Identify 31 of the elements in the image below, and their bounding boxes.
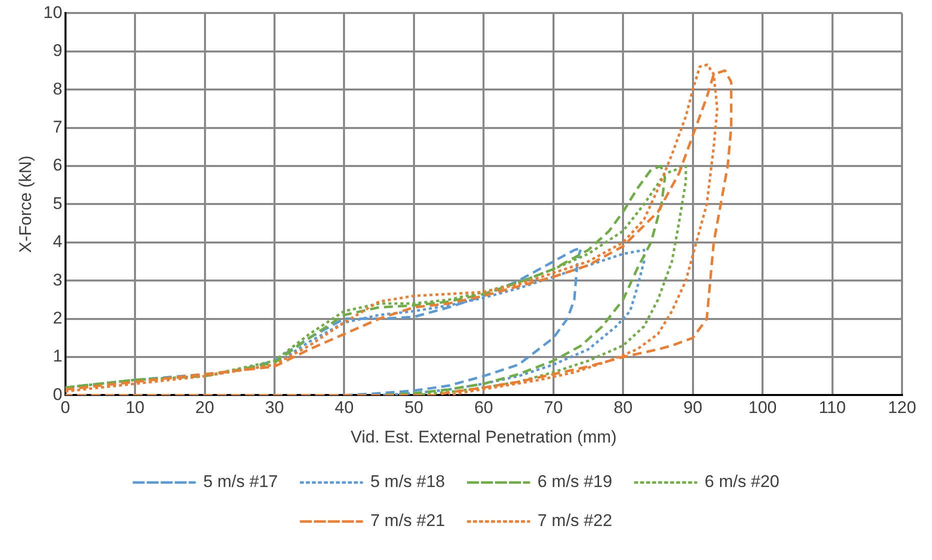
y-tick-label: 7 (52, 117, 62, 136)
y-tick-label: 8 (52, 79, 62, 98)
legend-label: 5 m/s #17 (203, 472, 278, 492)
x-tick-label: 120 (888, 398, 916, 418)
y-tick-label: 2 (52, 308, 62, 328)
x-axis-title: Vid. Est. External Penetration (mm) (350, 427, 617, 446)
legend-label: 7 m/s #21 (370, 511, 446, 530)
y-tick-label: 6 (52, 156, 62, 175)
y-tick-label: 3 (52, 270, 62, 290)
x-tick-label: 80 (614, 398, 633, 418)
y-tick-label: 1 (52, 346, 62, 366)
legend-label: 7 m/s #22 (538, 511, 612, 530)
x-tick-label: 30 (265, 398, 284, 418)
x-tick-label: 110 (818, 398, 846, 418)
legend-label: 6 m/s #19 (538, 472, 612, 492)
y-tick-label: 10 (43, 2, 62, 22)
y-tick-label: 9 (52, 41, 62, 60)
y-tick-label: 5 (52, 194, 62, 213)
x-tick-label: 60 (474, 398, 494, 418)
x-tick-label: 50 (404, 398, 424, 418)
x-tick-label: 90 (683, 398, 702, 418)
x-tick-label: 10 (126, 398, 144, 418)
y-axis-title: X-Force (kN) (16, 156, 35, 253)
legend-label: 6 m/s #20 (704, 472, 780, 492)
x-tick-label: 40 (334, 398, 354, 418)
y-tick-label: 0 (52, 384, 62, 404)
y-tick-label: 4 (52, 232, 62, 252)
x-tick-label: 20 (195, 398, 214, 418)
x-tick-label: 100 (748, 398, 777, 418)
x-tick-label: 70 (544, 398, 563, 418)
legend-label: 5 m/s #18 (370, 472, 446, 492)
